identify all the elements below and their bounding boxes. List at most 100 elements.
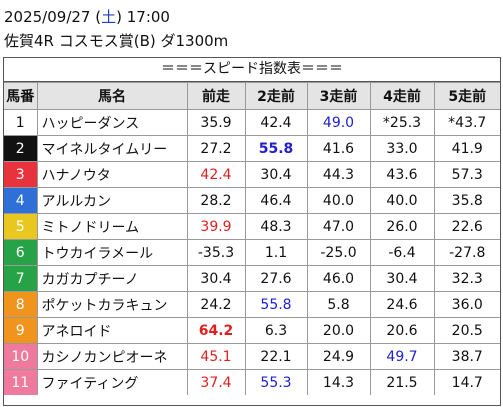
date-line: 2025/09/27 (土) 17:00: [4, 8, 170, 26]
speed-index: 26.0: [369, 213, 435, 240]
horse-number: 11: [4, 369, 38, 395]
speed-index: 40.0: [306, 187, 371, 214]
speed-index: 30.4: [244, 161, 308, 188]
speed-index: 57.3: [433, 161, 500, 188]
speed-index: 49.0: [306, 109, 371, 136]
time: 17:00: [126, 8, 170, 26]
horse-name: アルルカン: [36, 187, 188, 214]
row: 7 カガカプチーノ 30.4 27.6 46.0 30.4 32.3: [4, 265, 500, 292]
date: 2025/09/27: [4, 8, 91, 26]
speed-index: 14.7: [433, 369, 500, 395]
row: 5 ミトノドリーム 39.9 48.3 47.0 26.0 22.6: [4, 213, 500, 240]
horse-number: 2: [4, 135, 38, 162]
speed-index: 24.9: [306, 343, 371, 370]
horse-name: カシノカンピオーネ: [36, 343, 188, 370]
horse-name: ファイティング: [36, 369, 188, 395]
speed-index: 5.8: [306, 291, 371, 318]
speed-index: 24.2: [186, 291, 246, 318]
row: 4 アルルカン 28.2 46.4 40.0 40.0 35.8: [4, 187, 500, 214]
speed-index: 20.0: [306, 317, 371, 344]
horse-name: ハナノウタ: [36, 161, 188, 188]
speed-index: 46.0: [306, 265, 371, 292]
speed-index: 22.1: [244, 343, 308, 370]
speed-index: 20.5: [433, 317, 500, 344]
table: 馬番 馬名 前走 2走前 3走前 4走前 5走前 1 ハッピーダンス 35.9 42.4 49.0 *…: [4, 82, 500, 395]
horse-name: マイネルタイムリー: [36, 135, 188, 162]
speed-index: 28.2: [186, 187, 246, 214]
horse-name: トウカイラメール: [36, 239, 188, 266]
row: 9 アネロイド 64.2 6.3 20.0 20.6 20.5: [4, 317, 500, 344]
table-title: ＝＝＝スピード指数表＝＝＝: [4, 58, 500, 82]
horse-name: ポケットカラキュン: [36, 291, 188, 318]
speed-index: 33.0: [369, 135, 435, 162]
speed-index: -27.8: [433, 239, 500, 266]
column-header: 3走前: [306, 82, 371, 110]
row: 3 ハナノウタ 42.4 30.4 44.3 43.6 57.3: [4, 161, 500, 188]
speed-index: 64.2: [186, 317, 246, 344]
speed-index: 49.7: [369, 343, 435, 370]
speed-index: 36.0: [433, 291, 500, 318]
speed-index: -35.3: [186, 239, 246, 266]
column-header: 馬番: [4, 82, 38, 110]
speed-index: 35.9: [186, 109, 246, 136]
speed-index: 44.3: [306, 161, 371, 188]
speed-index: 22.6: [433, 213, 500, 240]
horse-number: 7: [4, 265, 38, 292]
row: 1 ハッピーダンス 35.9 42.4 49.0 *25.3 *43.7: [4, 109, 500, 136]
speed-index: 45.1: [186, 343, 246, 370]
speed-index: 32.3: [433, 265, 500, 292]
row: 2 マイネルタイムリー 27.2 55.8 41.6 33.0 41.9: [4, 135, 500, 162]
horse-number: 4: [4, 187, 38, 214]
column-header: 馬名: [36, 82, 188, 110]
column-header: 2走前: [244, 82, 308, 110]
speed-index: *25.3: [369, 109, 435, 136]
horse-number: 3: [4, 161, 38, 188]
horse-name: ハッピーダンス: [36, 109, 188, 136]
row: 6 トウカイラメール -35.3 1.1 -25.0 -6.4 -27.8: [4, 239, 500, 266]
speed-index: 55.8: [244, 135, 308, 162]
weekday: 土: [101, 8, 117, 26]
race: 佐賀4R コスモス賞(B) ダ1300m: [4, 32, 229, 50]
horse-name: アネロイド: [36, 317, 188, 344]
row: 8 ポケットカラキュン 24.2 55.8 5.8 24.6 36.0: [4, 291, 500, 318]
table-box: ＝＝＝スピード指数表＝＝＝ 馬番 馬名 前走 2走前 3走前 4走前 5走前 1 ハッピーダン…: [3, 57, 501, 406]
speed-index: 14.3: [306, 369, 371, 395]
speed-index: 6.3: [244, 317, 308, 344]
horse-number: 8: [4, 291, 38, 318]
speed-index: *43.7: [433, 109, 500, 136]
speed-index: 43.6: [369, 161, 435, 188]
horse-name: ミトノドリーム: [36, 213, 188, 240]
speed-index: 37.4: [186, 369, 246, 395]
speed-index: 55.8: [244, 291, 308, 318]
column-header: 4走前: [369, 82, 435, 110]
speed-index: 24.6: [369, 291, 435, 318]
speed-index: 55.3: [244, 369, 308, 395]
speed-index: 30.4: [369, 265, 435, 292]
horse-name: カガカプチーノ: [36, 265, 188, 292]
column-header: 5走前: [433, 82, 500, 110]
speed-index: 40.0: [369, 187, 435, 214]
speed-index: 41.6: [306, 135, 371, 162]
speed-index: -25.0: [306, 239, 371, 266]
speed-index: 41.9: [433, 135, 500, 162]
speed-index: 1.1: [244, 239, 308, 266]
speed-index: 21.5: [369, 369, 435, 395]
speed-index: 27.2: [186, 135, 246, 162]
speed-index: 47.0: [306, 213, 371, 240]
speed-index: 35.8: [433, 187, 500, 214]
column-header: 前走: [186, 82, 246, 110]
speed-index: 42.4: [186, 161, 246, 188]
speed-index: 27.6: [244, 265, 308, 292]
horse-number: 1: [4, 109, 38, 136]
horse-number: 10: [4, 343, 38, 370]
row: 10 カシノカンピオーネ 45.1 22.1 24.9 49.7 38.7: [4, 343, 500, 370]
speed-index: 30.4: [186, 265, 246, 292]
row: 11 ファイティング 37.4 55.3 14.3 21.5 14.7: [4, 369, 500, 395]
speed-index: 39.9: [186, 213, 246, 240]
speed-index: 42.4: [244, 109, 308, 136]
speed-index: 46.4: [244, 187, 308, 214]
horse-number: 5: [4, 213, 38, 240]
speed-index: 38.7: [433, 343, 500, 370]
speed-index: 48.3: [244, 213, 308, 240]
